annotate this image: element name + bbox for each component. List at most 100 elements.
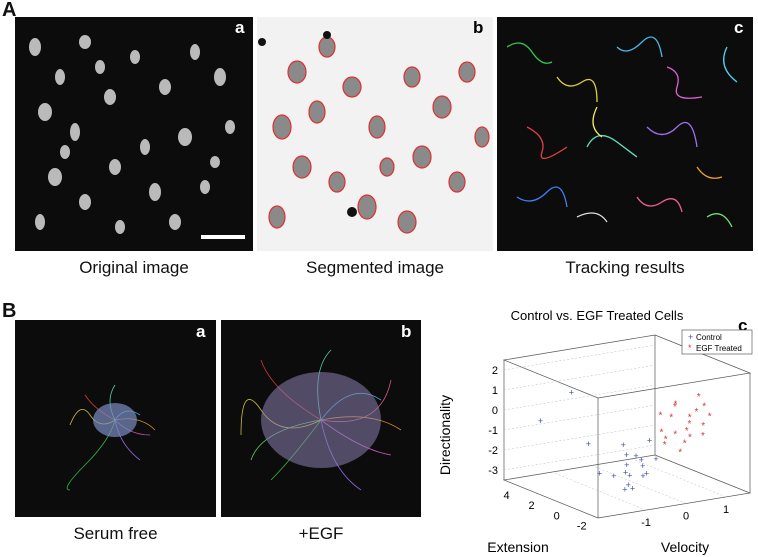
- control-point: +: [624, 450, 629, 460]
- control-point: +: [626, 480, 631, 490]
- y-tick-label: 2: [529, 500, 535, 512]
- control-point: +: [639, 455, 644, 465]
- egf-point: *: [688, 432, 692, 443]
- z-tick-label: -2: [488, 445, 498, 457]
- egf-point: *: [659, 411, 663, 422]
- x-tick-label: -1: [641, 517, 651, 529]
- original-image-caption: Original image: [79, 258, 189, 277]
- z-tick-label: 1: [492, 385, 498, 397]
- original-image-cells: [29, 35, 235, 234]
- tracking-image: [497, 17, 753, 251]
- x-axis-label: Velocity: [661, 539, 709, 555]
- control-point: +: [644, 469, 649, 479]
- x-tick-label: 0: [683, 511, 689, 523]
- control-point: +: [569, 388, 574, 398]
- egf-point: *: [685, 426, 689, 437]
- serum-free-letter: a: [196, 322, 206, 341]
- z-gridline: [503, 424, 657, 451]
- data-points: ++++++++++++ ++++++++********************: [538, 388, 712, 495]
- plot-grid: [503, 344, 727, 511]
- plot-c-letter: c: [738, 316, 748, 335]
- z-tick-label: 2: [492, 365, 498, 377]
- svg-text:*: *: [688, 343, 692, 353]
- control-point: +: [538, 416, 543, 426]
- y-tick-label: 0: [554, 510, 560, 522]
- egf-point: *: [688, 419, 692, 430]
- z-gridline: [503, 384, 657, 411]
- x-gridline: [631, 458, 727, 498]
- z-ticks: 2 1 0 -1 -2 -3: [488, 365, 498, 477]
- egf-point: *: [673, 399, 677, 410]
- egf-point: *: [664, 435, 668, 446]
- egf-image: [221, 320, 421, 517]
- egf-point: *: [683, 439, 687, 450]
- control-point: +: [611, 471, 616, 481]
- control-point: +: [653, 454, 658, 464]
- control-point: +: [640, 471, 645, 481]
- control-point: +: [623, 467, 628, 477]
- control-point: +: [586, 439, 591, 449]
- control-point: +: [633, 451, 638, 461]
- tracking-image-caption: Tracking results: [565, 258, 685, 277]
- tracking-image-tracks: [506, 36, 738, 228]
- control-point: +: [624, 460, 629, 470]
- egf-point: *: [697, 392, 701, 403]
- serum-free-image: [15, 320, 216, 517]
- panel-b-label: B: [2, 300, 17, 322]
- serum-free-caption: Serum free: [73, 524, 158, 543]
- segmented-image-cells: [258, 31, 490, 234]
- segmented-image-caption: Segmented image: [306, 258, 444, 277]
- egf-point: *: [702, 402, 706, 413]
- scale-bar: [201, 235, 245, 239]
- egf-point: *: [701, 421, 705, 432]
- y-axis-label: Extension: [487, 539, 548, 555]
- z-gridline: [503, 444, 657, 471]
- scatter-3d-chart: Control vs. EGF Treated Cells + Control …: [437, 308, 753, 555]
- serum-free-tracks: [66, 384, 156, 491]
- z-tick-label: 0: [492, 405, 498, 417]
- y-tick-label: -2: [577, 520, 587, 532]
- egf-tracks: [240, 349, 402, 491]
- egf-point: *: [678, 448, 682, 459]
- z-gridline: [503, 364, 657, 391]
- egf-point: *: [695, 407, 699, 418]
- egf-point: *: [663, 440, 667, 451]
- y-ticks: 4 2 0 -2: [503, 490, 586, 532]
- image-c-letter: c: [734, 18, 744, 37]
- image-a-letter: a: [235, 18, 245, 37]
- egf-point: *: [669, 412, 673, 423]
- egf-point: *: [673, 402, 677, 413]
- control-point: +: [622, 484, 627, 494]
- egf-caption: +EGF: [298, 524, 344, 543]
- legend-control: Control: [696, 333, 722, 342]
- y-tick-label: 4: [503, 490, 509, 502]
- egf-letter: b: [401, 322, 412, 341]
- legend-egf: EGF Treated: [696, 344, 742, 353]
- egf-point: *: [701, 431, 705, 442]
- original-image: [15, 17, 253, 251]
- image-b-letter: b: [473, 18, 484, 37]
- x-gridline: [591, 465, 687, 504]
- control-point: +: [597, 468, 602, 478]
- z-gridline: [503, 404, 657, 431]
- plot-box: [502, 334, 752, 519]
- egf-point: *: [688, 413, 692, 424]
- x-gridline: [551, 471, 647, 511]
- segmented-image: [257, 17, 493, 251]
- control-point: +: [640, 461, 645, 471]
- z-axis-label: Directionality: [437, 395, 453, 475]
- egf-point: *: [660, 427, 664, 438]
- control-point: +: [630, 483, 635, 493]
- control-point: +: [627, 471, 632, 481]
- z-tick-label: -3: [488, 465, 498, 477]
- control-point: +: [621, 440, 626, 450]
- x-ticks: -1 0 1: [641, 504, 729, 529]
- control-point: +: [647, 435, 652, 445]
- egf-point: *: [673, 430, 677, 441]
- egf-point: *: [708, 411, 712, 422]
- legend: + Control * EGF Treated: [681, 329, 753, 355]
- svg-text:+: +: [688, 332, 693, 342]
- panel-a-label: A: [2, 0, 17, 21]
- z-tick-label: -1: [488, 425, 498, 437]
- z-gridline: [503, 344, 657, 371]
